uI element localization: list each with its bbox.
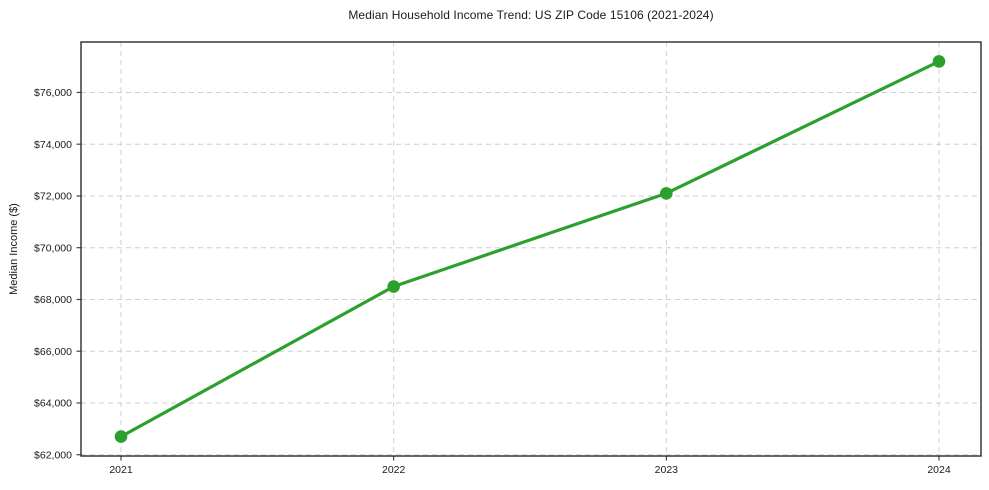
data-point bbox=[660, 187, 673, 200]
x-tick-label: 2022 bbox=[382, 464, 406, 476]
y-tick-label: $76,000 bbox=[34, 87, 72, 99]
data-point bbox=[932, 55, 946, 68]
data-point bbox=[387, 280, 400, 293]
y-tick-label: $64,000 bbox=[34, 398, 72, 410]
y-tick-label: $66,000 bbox=[34, 346, 72, 358]
plot-frame bbox=[80, 41, 982, 457]
y-tick-label: $72,000 bbox=[34, 191, 72, 203]
x-tick-label: 2021 bbox=[109, 464, 133, 476]
y-tick-label: $70,000 bbox=[34, 242, 72, 254]
x-tick-label: 2024 bbox=[927, 464, 951, 476]
y-tick-label: $62,000 bbox=[34, 449, 72, 461]
x-tick-label: 2023 bbox=[655, 464, 679, 476]
chart-title: Median Household Income Trend: US ZIP Co… bbox=[348, 8, 714, 22]
y-tick-label: $74,000 bbox=[34, 139, 72, 151]
y-tick-label: $68,000 bbox=[34, 294, 72, 306]
data-point bbox=[114, 430, 128, 443]
income-trend-line bbox=[119, 59, 941, 439]
